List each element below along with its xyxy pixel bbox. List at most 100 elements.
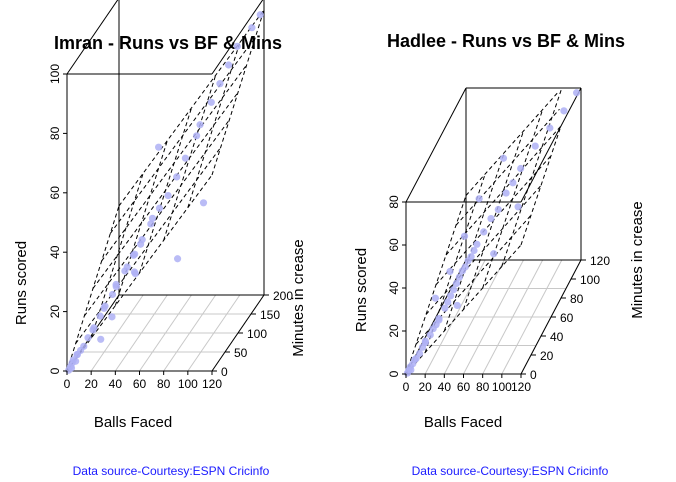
- x-tick-label: 100: [492, 380, 512, 394]
- z-tick-label: 80: [387, 195, 401, 209]
- data-point: [199, 199, 208, 207]
- data-point: [444, 298, 452, 306]
- data-point: [441, 304, 449, 312]
- plane-line: [465, 91, 559, 196]
- z-tick-label: 20: [387, 324, 401, 338]
- data-point: [415, 349, 424, 358]
- box-edge: [211, 0, 264, 75]
- chart-title: Hadlee - Runs vs BF & Mins: [387, 31, 625, 51]
- y-axis-label: Minutes in crease: [629, 201, 646, 319]
- z-tick-label: 40: [387, 281, 401, 295]
- box-edge: [66, 0, 119, 75]
- x-tick-label: 100: [178, 377, 198, 391]
- plane-line: [455, 108, 560, 226]
- x-tick-label: 40: [109, 377, 123, 391]
- data-point: [101, 302, 109, 310]
- plane-line: [90, 173, 144, 339]
- z-tick-label: 40: [48, 245, 62, 259]
- data-point: [96, 312, 104, 320]
- data-point: [181, 154, 189, 162]
- data-point: [248, 24, 256, 32]
- y-tick-label: 80: [570, 292, 584, 306]
- data-point: [560, 107, 568, 115]
- data-point: [470, 246, 478, 255]
- y-tick-label: 60: [560, 311, 574, 325]
- data-point: [449, 286, 458, 294]
- y-tick-label: 0: [530, 368, 537, 382]
- plane-line: [405, 244, 522, 375]
- y-tick-label: 100: [247, 327, 267, 341]
- z-tick-label: 60: [48, 186, 62, 200]
- data-point: [112, 280, 120, 289]
- data-point: [155, 143, 163, 151]
- data-point: [435, 316, 443, 324]
- chart-title: Imran - Runs vs BF & Mins: [54, 33, 282, 53]
- data-point: [446, 267, 454, 276]
- source-note: Data source-Courtesy:ESPN Cricinfo: [412, 464, 609, 478]
- data-point: [193, 132, 201, 140]
- y-axis-label: Minutes in crease: [290, 239, 307, 357]
- x-tick-label: 120: [511, 380, 531, 394]
- x-tick-label: 20: [418, 380, 432, 394]
- y-tick-label: 50: [234, 346, 248, 360]
- data-point: [173, 255, 182, 263]
- data-point: [148, 214, 157, 222]
- x-tick-label: 40: [438, 380, 452, 394]
- plane-line: [114, 140, 168, 306]
- data-point: [256, 11, 264, 19]
- data-point: [514, 203, 522, 211]
- data-point: [97, 335, 105, 343]
- data-point: [155, 204, 164, 212]
- data-point: [546, 124, 554, 132]
- data-point: [452, 279, 461, 287]
- y-tick-label: 0: [221, 365, 228, 379]
- plane-line: [425, 185, 542, 315]
- data-point: [480, 228, 488, 236]
- data-point: [196, 121, 204, 129]
- data-point: [475, 195, 483, 203]
- x-tick-label: 120: [202, 377, 222, 391]
- data-point: [73, 350, 81, 359]
- plane-line: [211, 9, 265, 176]
- data-point: [80, 342, 88, 350]
- data-point: [487, 214, 495, 223]
- plane-line: [101, 64, 248, 262]
- data-point: [147, 220, 155, 228]
- z-axis-label: Runs scored: [13, 241, 30, 325]
- x-axis-label: Balls Faced: [424, 414, 502, 431]
- plane-line: [109, 37, 256, 234]
- panel-imran: Imran - Runs vs BF & Mins 0 20 40 60 80 100 12…: [13, 0, 307, 478]
- box-edge: [520, 87, 582, 203]
- z-tick-label: 100: [48, 64, 62, 84]
- y-tick-label: 200: [273, 289, 293, 303]
- z-tick-label: 20: [48, 305, 62, 319]
- x-tick-label: 20: [84, 377, 98, 391]
- x-tick-label: 80: [476, 380, 490, 394]
- z-tick-label: 0: [48, 367, 62, 374]
- data-point: [490, 250, 498, 258]
- data-point: [90, 324, 98, 332]
- data-point: [130, 268, 139, 276]
- data-point: [517, 164, 525, 173]
- data-point: [131, 250, 139, 258]
- data-point: [460, 232, 469, 240]
- y-tick-label: 150: [260, 308, 280, 322]
- data-point: [509, 179, 517, 187]
- plane-line: [83, 119, 230, 317]
- data-point: [431, 294, 439, 302]
- data-point: [407, 366, 415, 374]
- data-point: [137, 240, 145, 248]
- data-point: [531, 142, 539, 150]
- z-axis-label: Runs scored: [353, 248, 370, 332]
- x-tick-label: 0: [64, 377, 71, 391]
- data-point: [426, 331, 434, 339]
- plane-line: [92, 92, 239, 289]
- data-point: [216, 80, 224, 88]
- y-tick-label: 120: [590, 254, 610, 268]
- data-point: [164, 191, 172, 200]
- data-point: [494, 205, 502, 214]
- x-axis-label: Balls Faced: [94, 414, 172, 431]
- data-point: [67, 364, 76, 372]
- data-point: [108, 290, 117, 299]
